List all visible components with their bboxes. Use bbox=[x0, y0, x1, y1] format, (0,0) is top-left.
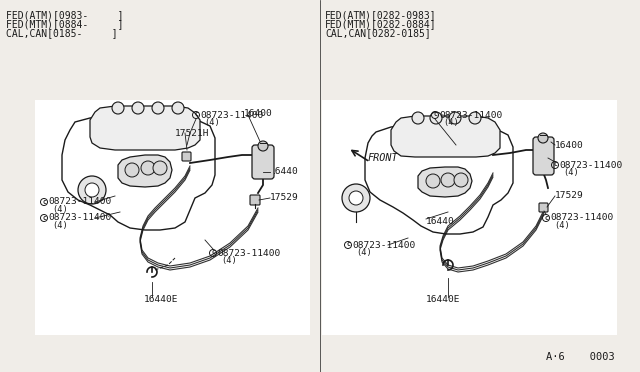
Polygon shape bbox=[62, 116, 215, 230]
FancyBboxPatch shape bbox=[250, 195, 260, 205]
Text: C: C bbox=[544, 215, 548, 221]
Circle shape bbox=[85, 183, 99, 197]
Circle shape bbox=[141, 161, 155, 175]
Text: FED(ATM)[0282-0983]: FED(ATM)[0282-0983] bbox=[325, 10, 436, 20]
Polygon shape bbox=[118, 155, 172, 187]
Circle shape bbox=[152, 102, 164, 114]
Circle shape bbox=[538, 133, 548, 143]
Text: (4): (4) bbox=[563, 168, 579, 177]
Text: 08723-11400: 08723-11400 bbox=[49, 214, 112, 222]
Bar bbox=[35, 100, 310, 335]
Text: C: C bbox=[346, 243, 350, 247]
Text: 08723-11400: 08723-11400 bbox=[559, 160, 623, 170]
Text: 17529: 17529 bbox=[270, 193, 299, 202]
Text: 16440: 16440 bbox=[426, 218, 455, 227]
Circle shape bbox=[172, 102, 184, 114]
Text: C: C bbox=[211, 250, 215, 256]
Text: (4): (4) bbox=[356, 248, 372, 257]
Circle shape bbox=[412, 112, 424, 124]
Circle shape bbox=[441, 173, 455, 187]
Circle shape bbox=[112, 102, 124, 114]
Text: FRONT: FRONT bbox=[368, 153, 399, 163]
Text: C: C bbox=[194, 112, 198, 118]
Text: (4): (4) bbox=[205, 118, 220, 127]
Text: CAL,CAN[0185-     ]: CAL,CAN[0185- ] bbox=[6, 28, 118, 38]
Text: 16440E: 16440E bbox=[426, 295, 461, 305]
Text: 16440E: 16440E bbox=[144, 295, 179, 305]
Text: FED(MTM)[0884-     ]: FED(MTM)[0884- ] bbox=[6, 19, 124, 29]
Text: (4): (4) bbox=[52, 205, 68, 214]
Circle shape bbox=[125, 163, 139, 177]
Text: 16440: 16440 bbox=[270, 167, 299, 176]
Circle shape bbox=[449, 112, 461, 124]
Polygon shape bbox=[391, 116, 500, 157]
Text: 08723-11400: 08723-11400 bbox=[49, 198, 112, 206]
Text: (4): (4) bbox=[554, 221, 570, 230]
Text: C: C bbox=[553, 163, 557, 167]
Text: (4): (4) bbox=[52, 221, 68, 230]
Circle shape bbox=[153, 161, 167, 175]
Circle shape bbox=[454, 173, 468, 187]
Polygon shape bbox=[90, 106, 200, 150]
Text: 08723-11400: 08723-11400 bbox=[440, 110, 503, 119]
FancyBboxPatch shape bbox=[533, 137, 554, 175]
Circle shape bbox=[258, 141, 268, 151]
FancyBboxPatch shape bbox=[252, 145, 274, 179]
Polygon shape bbox=[418, 167, 472, 197]
Text: FED(ATM)[0983-     ]: FED(ATM)[0983- ] bbox=[6, 10, 124, 20]
Polygon shape bbox=[365, 125, 513, 234]
Text: 08723-11400: 08723-11400 bbox=[200, 110, 264, 119]
Text: (4): (4) bbox=[444, 118, 460, 127]
Circle shape bbox=[426, 174, 440, 188]
FancyBboxPatch shape bbox=[182, 152, 191, 161]
Circle shape bbox=[469, 112, 481, 124]
Text: C: C bbox=[42, 215, 46, 221]
Text: 17521H: 17521H bbox=[175, 128, 209, 138]
Circle shape bbox=[78, 176, 106, 204]
Text: A·6    0003: A·6 0003 bbox=[547, 352, 615, 362]
Text: 08723-11400: 08723-11400 bbox=[353, 241, 416, 250]
Text: 08723-11400: 08723-11400 bbox=[550, 214, 614, 222]
FancyBboxPatch shape bbox=[539, 203, 548, 212]
Circle shape bbox=[132, 102, 144, 114]
Bar bbox=[322, 100, 617, 335]
Text: C: C bbox=[433, 112, 437, 118]
Text: C: C bbox=[42, 199, 46, 205]
Text: 17529: 17529 bbox=[555, 192, 584, 201]
Text: 16400: 16400 bbox=[244, 109, 273, 118]
Text: CAL,CAN[0282-0185]: CAL,CAN[0282-0185] bbox=[325, 28, 431, 38]
Text: FED(MTM)[0282-0884]: FED(MTM)[0282-0884] bbox=[325, 19, 436, 29]
Text: (4): (4) bbox=[221, 256, 237, 265]
Circle shape bbox=[430, 112, 442, 124]
Circle shape bbox=[349, 191, 363, 205]
Text: 16400: 16400 bbox=[555, 141, 584, 150]
Circle shape bbox=[342, 184, 370, 212]
Text: 08723-11400: 08723-11400 bbox=[218, 248, 281, 257]
